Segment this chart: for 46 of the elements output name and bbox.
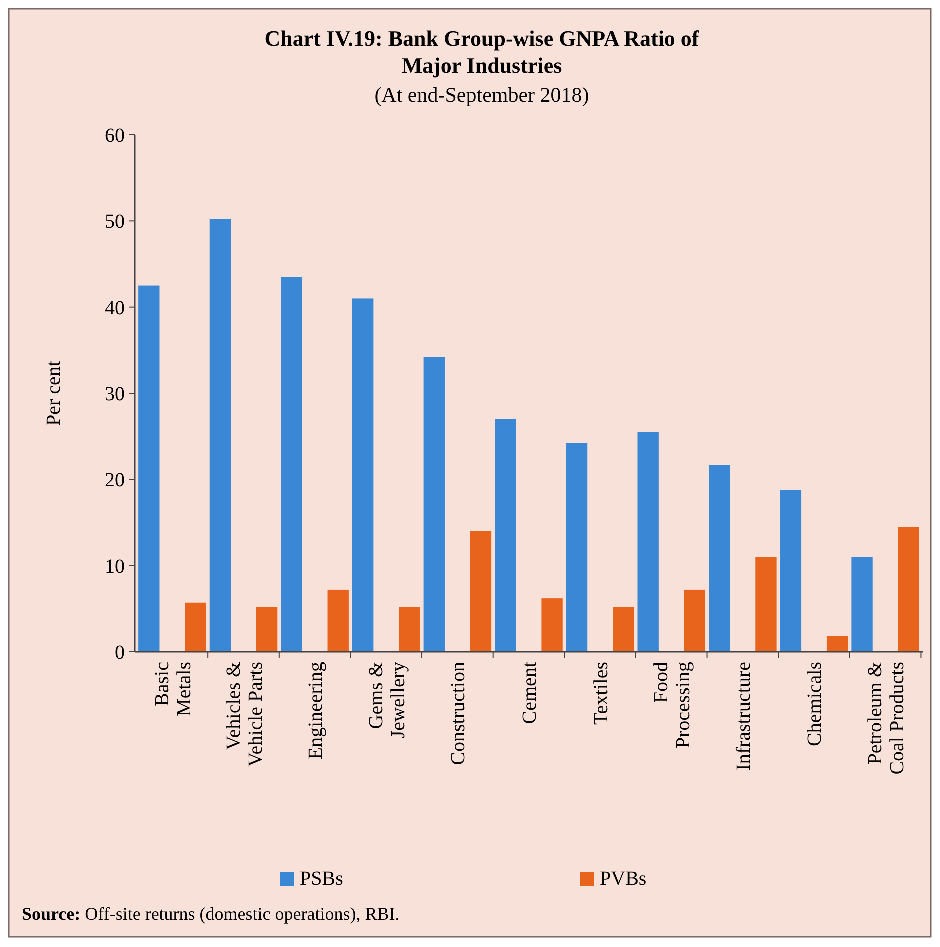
bar bbox=[328, 590, 349, 652]
y-axis-title: Per cent bbox=[43, 360, 65, 426]
bar bbox=[399, 607, 420, 652]
bar bbox=[542, 598, 563, 652]
bar bbox=[424, 357, 445, 652]
bar bbox=[566, 443, 588, 652]
y-tick-label: 40 bbox=[105, 297, 125, 320]
chart-subtitle: (At end-September 2018) bbox=[374, 83, 590, 107]
x-tick-label: Cement bbox=[519, 662, 541, 724]
bar bbox=[138, 286, 160, 652]
bar bbox=[185, 602, 206, 652]
x-tick-label: Food Processing bbox=[650, 662, 695, 749]
x-tick-label: Construction bbox=[448, 662, 470, 766]
bar bbox=[613, 607, 634, 652]
legend-label: PSBs bbox=[300, 868, 344, 890]
bar bbox=[352, 298, 374, 652]
bar bbox=[638, 432, 659, 652]
y-tick-label: 10 bbox=[105, 556, 125, 578]
bar bbox=[684, 590, 706, 652]
y-tick-label: 50 bbox=[105, 211, 125, 234]
legend-label: PVBs bbox=[600, 868, 647, 890]
bar bbox=[709, 465, 730, 652]
y-tick-label: 60 bbox=[105, 125, 125, 147]
bar bbox=[898, 527, 920, 652]
y-tick-label: 30 bbox=[105, 384, 125, 406]
bar bbox=[756, 557, 777, 652]
y-tick-label: 20 bbox=[105, 470, 125, 492]
chart-title: Chart IV.19: Bank Group-wise GNPA Ratio of Major Industries bbox=[264, 26, 700, 78]
bar bbox=[780, 490, 802, 652]
bar bbox=[281, 277, 302, 652]
bar bbox=[256, 607, 278, 652]
y-tick-label: 0 bbox=[115, 642, 125, 664]
bar bbox=[210, 219, 232, 652]
x-tick-label: Textiles bbox=[590, 662, 612, 726]
x-tick-label: Engineering bbox=[305, 662, 328, 760]
x-tick-label: Petroleum & Coal Products bbox=[864, 662, 909, 775]
x-tick-label: Vehicles & Vehicle Parts bbox=[222, 662, 267, 767]
x-tick-label: Basic Metals bbox=[151, 662, 196, 716]
x-tick-label: Chemicals bbox=[804, 662, 826, 746]
source-note: Source: Off-site returns (domestic operations), RBI. bbox=[22, 904, 400, 924]
x-tick-label: Gems & Jewellery bbox=[365, 662, 410, 739]
bar bbox=[495, 419, 516, 652]
bar bbox=[852, 557, 873, 652]
bar bbox=[826, 636, 848, 652]
bar bbox=[470, 531, 492, 652]
x-tick-label: Infrastructure bbox=[732, 662, 755, 771]
